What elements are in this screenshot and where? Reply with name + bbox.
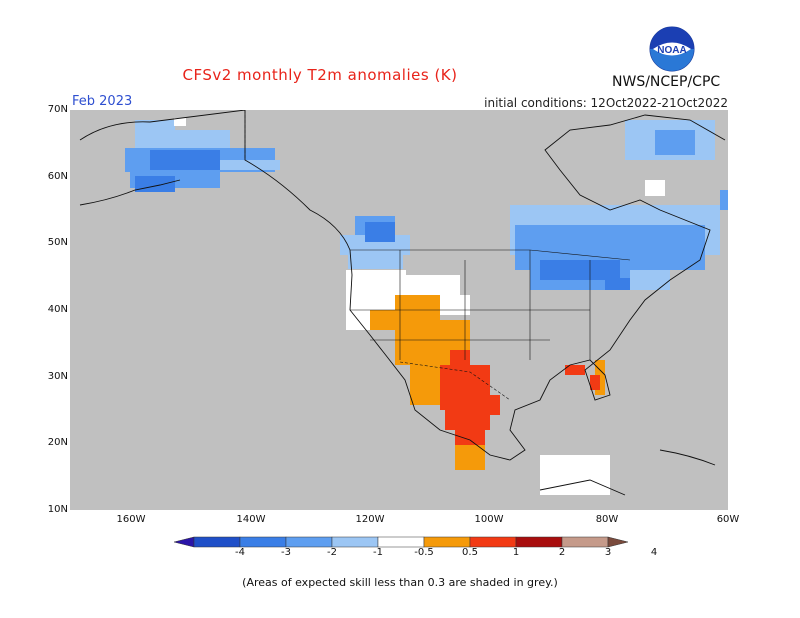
noaa-logo: NOAA xyxy=(649,26,695,72)
mexico-hot-anomaly xyxy=(440,350,585,445)
lat-label-50n: 50N xyxy=(47,237,68,248)
agency-label: NWS/NCEP/CPC xyxy=(612,74,721,90)
colorbar-label: -4 xyxy=(235,547,245,558)
lon-label-80w: 80W xyxy=(595,514,619,525)
country-borders xyxy=(244,110,511,401)
colorbar-segment xyxy=(423,536,471,548)
initial-conditions: initial conditions: 12Oct2022-21Oct2022 xyxy=(484,96,728,110)
colorbar-label: -3 xyxy=(281,547,291,558)
lon-label-160w: 160W xyxy=(116,514,146,525)
lat-label-60n: 60N xyxy=(47,171,68,182)
colorbar-label: 0.5 xyxy=(462,547,478,558)
colorbar-label: -2 xyxy=(327,547,337,558)
lat-label-70n: 70N xyxy=(47,104,68,115)
colorbar-label: 3 xyxy=(604,547,612,558)
colorbar-label: 2 xyxy=(558,547,566,558)
colorbar-segment xyxy=(561,536,609,548)
lon-label-120w: 120W xyxy=(355,514,385,525)
colorbar-segment xyxy=(193,536,241,548)
lon-label-100w: 100W xyxy=(474,514,504,525)
colorbar-cap-high xyxy=(607,536,628,548)
lat-label-20n: 20N xyxy=(47,437,68,448)
colorbar-label: 1 xyxy=(512,547,520,558)
colorbar-segment xyxy=(515,536,563,548)
colorbar-segment xyxy=(331,536,379,548)
alaska-cold-anomaly xyxy=(125,118,280,192)
map-title: CFSv2 monthly T2m anomalies (K) xyxy=(182,66,458,84)
lon-label-60w: 60W xyxy=(716,514,740,525)
lon-label-140w: 140W xyxy=(236,514,266,525)
colorbar-cap-low xyxy=(174,536,195,548)
colorbar-label: -0.5 xyxy=(414,547,434,558)
state-borders xyxy=(350,249,631,360)
lat-label-10n: 10N xyxy=(47,504,68,515)
forecast-month: Feb 2023 xyxy=(72,94,133,109)
anomaly-map xyxy=(70,110,728,510)
colorbar xyxy=(174,536,628,548)
eastern-canada-cold-anomaly xyxy=(510,120,728,290)
skill-note: (Areas of expected skill less than 0.3 a… xyxy=(242,576,558,589)
colorbar-segment xyxy=(239,536,287,548)
noaa-logo-text: NOAA xyxy=(657,45,686,56)
colorbar-segment xyxy=(377,536,425,548)
lat-label-40n: 40N xyxy=(47,304,68,315)
colorbar-segment xyxy=(469,536,517,548)
colorbar-segment xyxy=(285,536,333,548)
lat-label-30n: 30N xyxy=(47,371,68,382)
colorbar-label: -1 xyxy=(373,547,383,558)
colorbar-label: 4 xyxy=(650,547,658,558)
